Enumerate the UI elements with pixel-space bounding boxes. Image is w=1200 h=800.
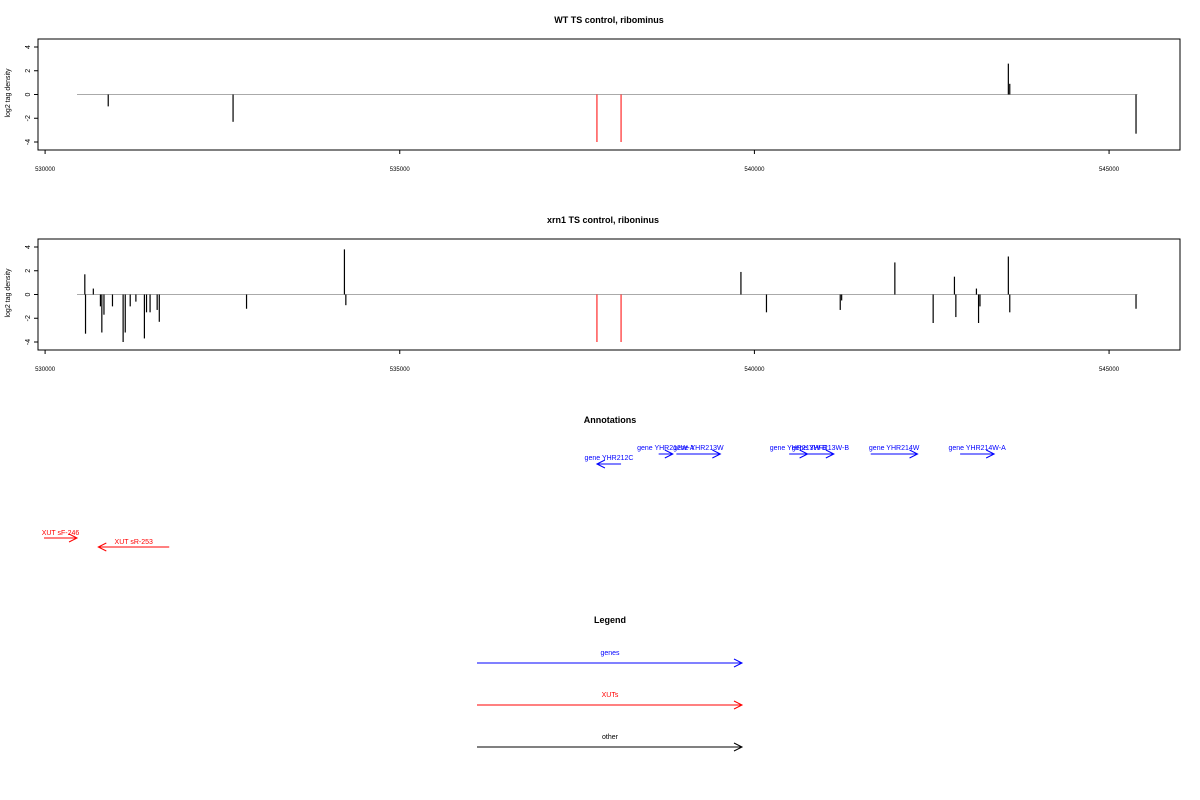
legend-title: Legend: [594, 615, 626, 625]
xut-label: XUT sR-253: [115, 539, 153, 546]
xrn1-x-tick-label: 535000: [390, 367, 411, 373]
xut-label: XUT sF-246: [42, 530, 80, 537]
wt-y-tick-label: 0: [25, 92, 32, 96]
gene-arrow: [595, 459, 622, 469]
wt-x-tick-label: 540000: [744, 167, 765, 173]
gene-label: gene YHR212C: [585, 455, 634, 462]
gene-arrow: [806, 449, 835, 459]
xrn1-x-tick-label: 545000: [1099, 367, 1120, 373]
wt-panel: WT TS control, ribominus log2 tag densit…: [5, 15, 1181, 173]
xrn1-x-tick-label: 530000: [35, 367, 56, 373]
gene-label: gene YHR213W-B: [770, 445, 828, 452]
xrn1-y-tick-label: 0: [25, 292, 32, 296]
xrn1-panel-title: xrn1 TS control, riboninus: [547, 215, 659, 225]
xrn1-y-tick-label: -4: [25, 339, 32, 345]
legend-arrow-other: [477, 742, 744, 752]
xut-arrow: [44, 533, 79, 543]
wt-x-tick-label: 535000: [390, 167, 411, 173]
wt-x-tick-label: 530000: [35, 167, 56, 173]
xut-arrow: [97, 542, 170, 552]
gene-label: gene YHR212W-A: [637, 445, 695, 452]
legend-arrow-xuts: [477, 700, 744, 710]
wt-panel-x-ticks: 530000 535000 540000 545000: [35, 150, 1120, 173]
xrn1-y-tick-label: 4: [25, 245, 32, 249]
gene-arrow: [870, 449, 919, 459]
xrn1-y-tick-label: -2: [25, 315, 32, 321]
annotations-title: Annotations: [584, 415, 637, 425]
gene-arrow: [960, 449, 996, 459]
gene-label: gene YHR213W-B: [792, 445, 850, 452]
legend: Legend genes XUTs other: [477, 615, 744, 752]
xrn1-panel-bars: [77, 249, 1138, 342]
xrn1-panel: xrn1 TS control, riboninus log2 tag dens…: [5, 215, 1181, 373]
legend-label: XUTs: [602, 692, 619, 699]
gene-arrow: [658, 449, 674, 459]
gene-label: gene YHR214W: [869, 445, 920, 452]
wt-x-tick-label: 545000: [1099, 167, 1120, 173]
wt-y-tick-label: -2: [25, 115, 32, 121]
wt-y-tick-label: 4: [25, 45, 32, 49]
wt-y-tick-label: -4: [25, 139, 32, 145]
wt-panel-frame: [37, 38, 1181, 151]
wt-panel-ylabel: log2 tag density: [5, 68, 12, 118]
gene-label: gene YHR214W-A: [948, 445, 1006, 452]
gene-label: gene YHR213W: [673, 445, 724, 452]
legend-label: other: [602, 734, 619, 741]
wt-panel-title: WT TS control, ribominus: [554, 15, 664, 25]
xrn1-panel-frame: [37, 238, 1181, 351]
xrn1-panel-y-ticks: -4 -2 0 2 4: [25, 245, 38, 345]
legend-arrow-genes: [477, 658, 744, 668]
gene-arrow: [676, 449, 722, 459]
xrn1-x-tick-label: 540000: [744, 367, 765, 373]
legend-label: genes: [600, 650, 620, 657]
xrn1-y-tick-label: 2: [25, 269, 32, 273]
wt-panel-bars: [77, 63, 1138, 142]
wt-y-tick-label: 2: [25, 69, 32, 73]
xrn1-panel-x-ticks: 530000 535000 540000 545000: [35, 350, 1120, 373]
wt-panel-y-ticks: -4 -2 0 2 4: [25, 45, 38, 145]
xrn1-panel-ylabel: log2 tag density: [5, 268, 12, 318]
